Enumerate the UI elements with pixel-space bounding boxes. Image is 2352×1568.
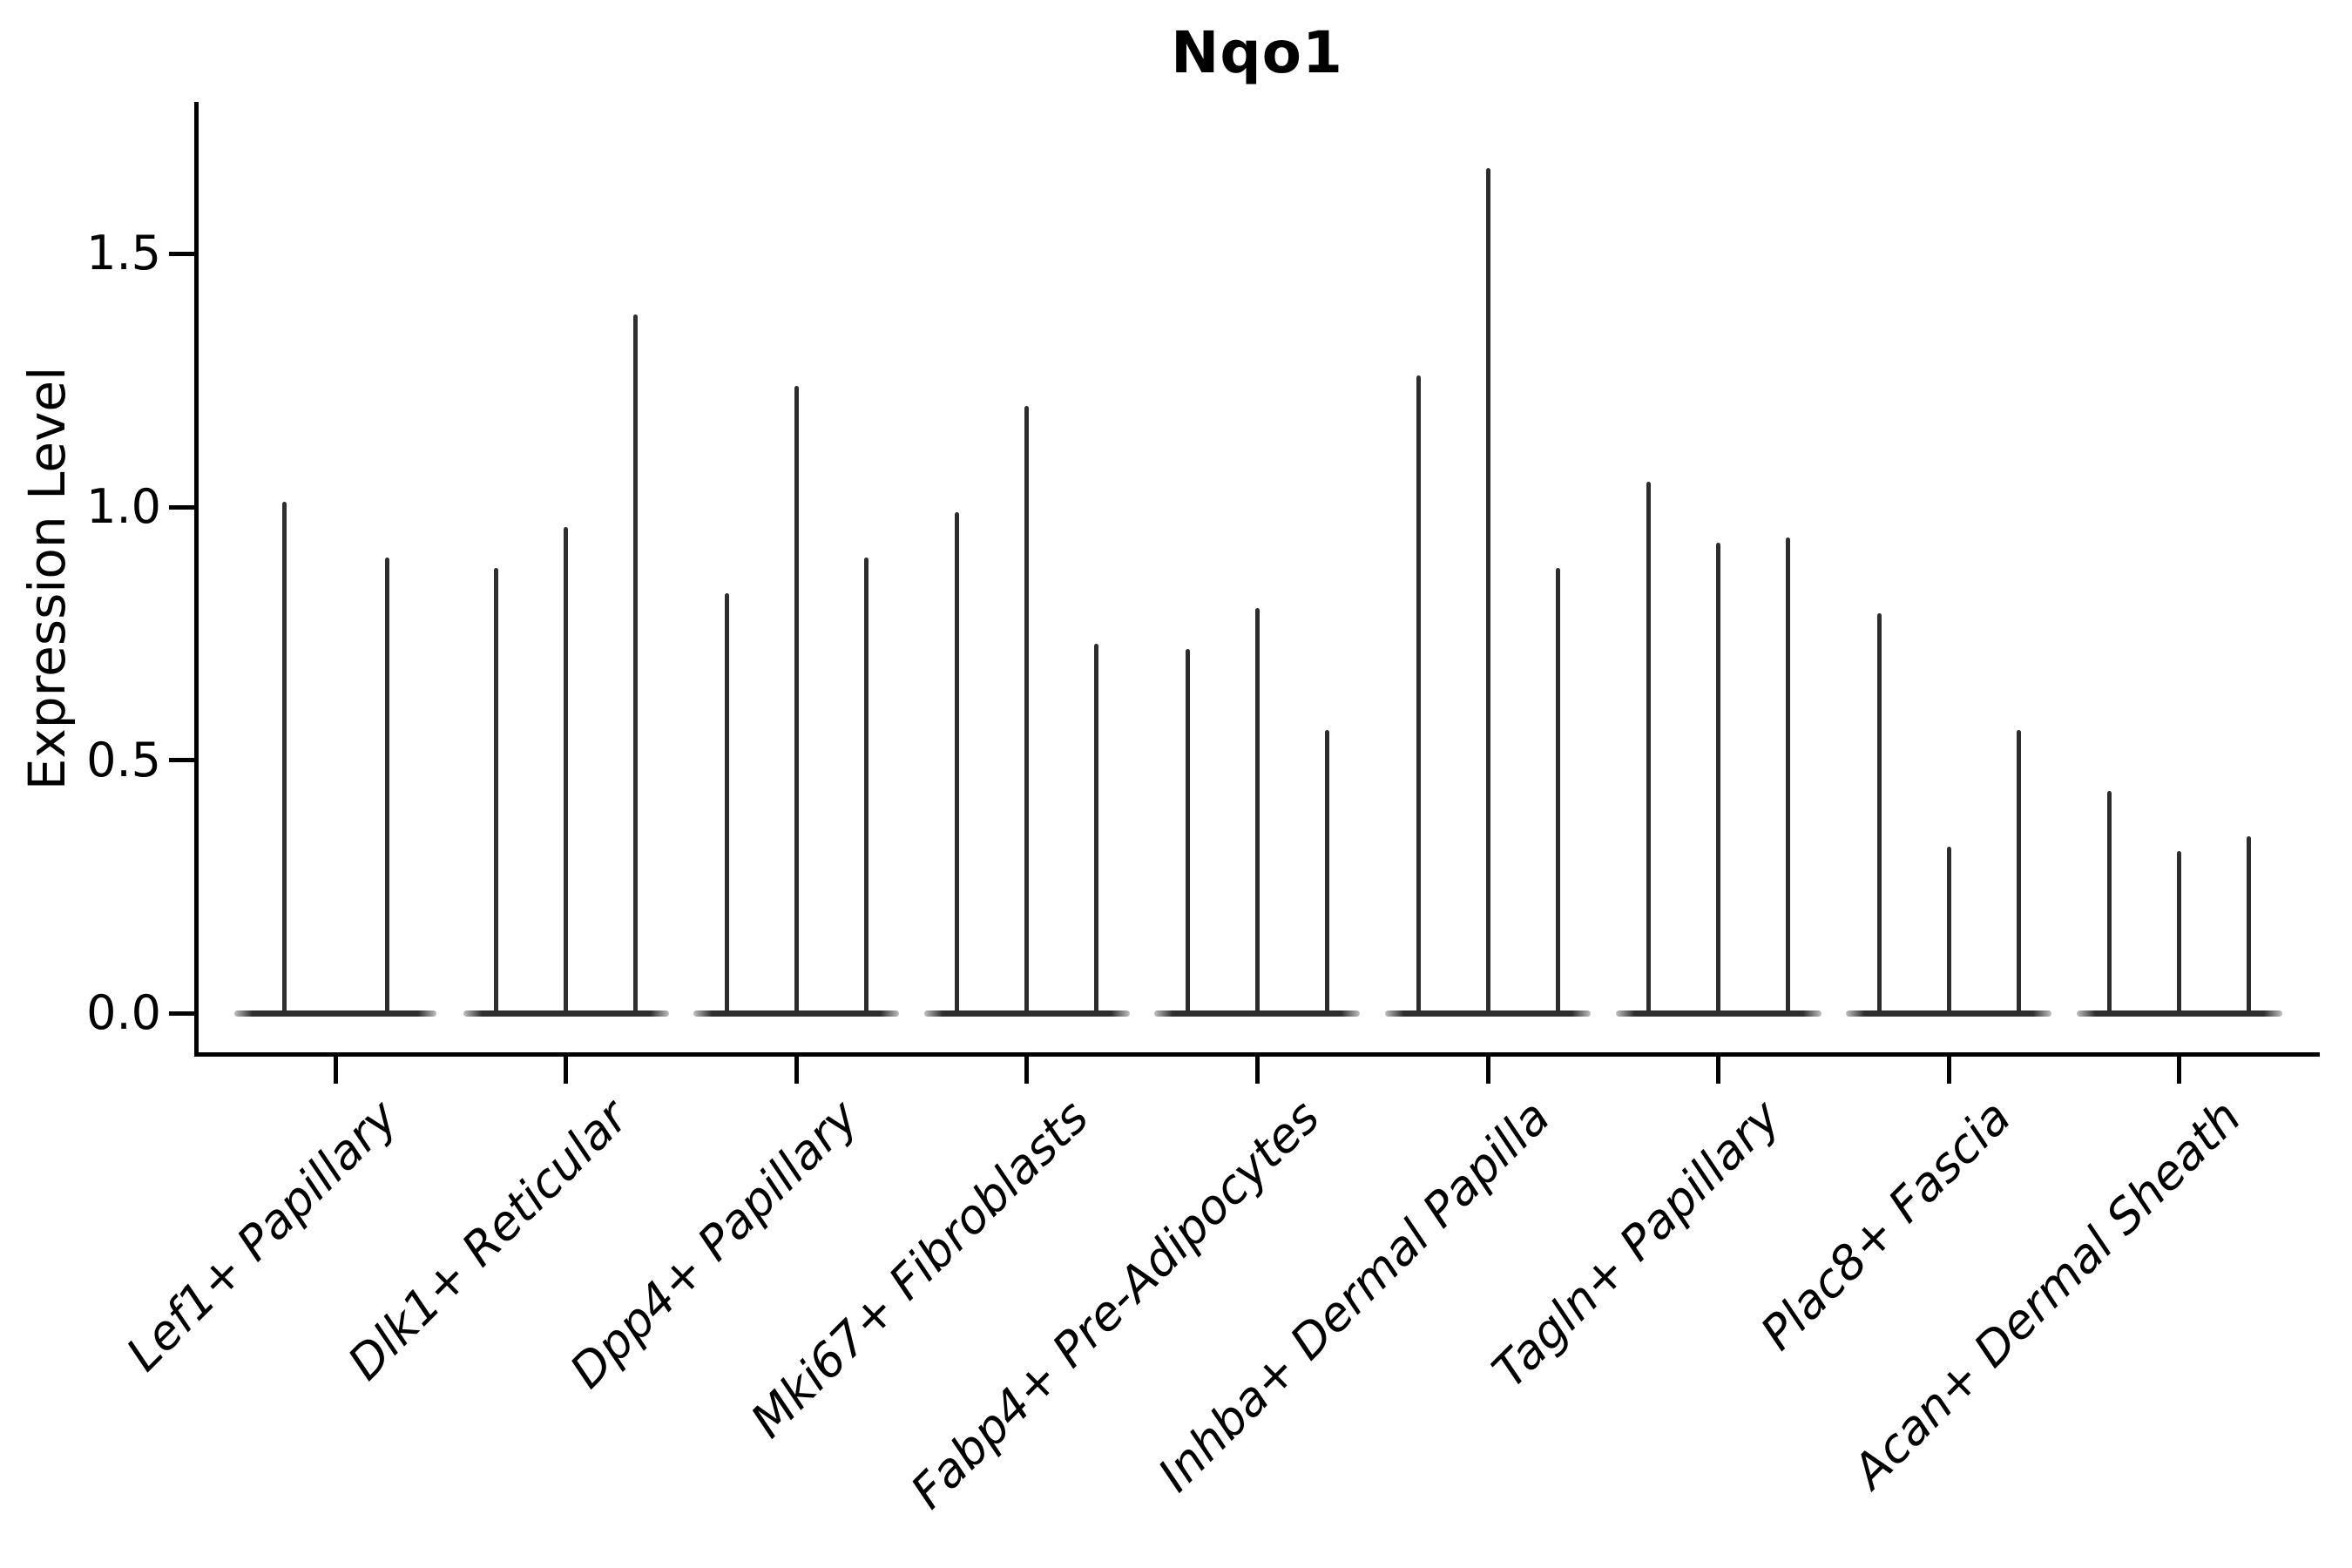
violin-spike — [1094, 644, 1099, 1016]
x-tick-label: Plac8+ Fascia — [1750, 1089, 2022, 1361]
y-axis-label: Expression Level — [17, 366, 77, 790]
violin-spike — [2177, 851, 2182, 1016]
y-tick-label: 0.5 — [86, 732, 161, 787]
x-tick — [564, 1056, 569, 1084]
violin-spike — [1946, 846, 1951, 1016]
violin-spike — [1416, 375, 1421, 1016]
x-tick — [1485, 1056, 1490, 1084]
violin-spike — [1786, 537, 1791, 1016]
x-tick — [794, 1056, 799, 1084]
violin-spike — [1646, 482, 1652, 1016]
x-tick — [1946, 1056, 1951, 1084]
y-tick-label: 1.5 — [86, 226, 161, 281]
violin-spike — [1485, 167, 1490, 1016]
y-tick — [169, 504, 195, 510]
violin-spike — [633, 314, 639, 1016]
x-tick — [1254, 1056, 1260, 1084]
x-axis-spine — [194, 1052, 2320, 1057]
y-tick — [169, 758, 195, 763]
x-tick-label: Inhba+ Dermal Papilla — [1147, 1089, 1561, 1503]
violin-spike — [1716, 542, 1721, 1016]
x-tick — [1024, 1056, 1030, 1084]
violin-spike — [564, 527, 569, 1016]
violin-spike — [384, 558, 389, 1016]
violin-spike — [2247, 836, 2252, 1016]
x-tick — [1716, 1056, 1721, 1084]
violin-body — [234, 1010, 436, 1017]
violin-spike — [494, 567, 499, 1016]
violin-spike — [1324, 729, 1329, 1016]
chart-title: Nqo1 — [1171, 19, 1343, 86]
violin-spike — [1024, 405, 1030, 1016]
violin-spike — [724, 592, 729, 1016]
y-axis-spine — [194, 102, 199, 1057]
violin-spike — [955, 511, 960, 1016]
x-tick — [2177, 1056, 2182, 1084]
y-tick — [169, 251, 195, 256]
violin-spike — [863, 558, 868, 1016]
x-tick-label: Fabp4+ Pre-Adipocytes — [900, 1089, 1330, 1519]
violin-spike — [2107, 790, 2112, 1016]
y-tick-label: 0.0 — [86, 985, 161, 1041]
violin-spike — [1555, 567, 1560, 1016]
violin-spike — [1876, 613, 1882, 1016]
y-tick-label: 1.0 — [86, 479, 161, 535]
violin-spike — [281, 502, 287, 1016]
y-axis-label-container: Expression Level — [5, 102, 89, 1054]
y-tick — [169, 1010, 195, 1016]
x-tick-label: Acan+ Dermal Sheath — [1842, 1089, 2252, 1499]
violin-spike — [1185, 648, 1190, 1016]
violin-spike — [2016, 729, 2021, 1016]
violin-spike — [1254, 608, 1260, 1016]
x-tick — [333, 1056, 338, 1084]
violin-spike — [794, 385, 799, 1016]
